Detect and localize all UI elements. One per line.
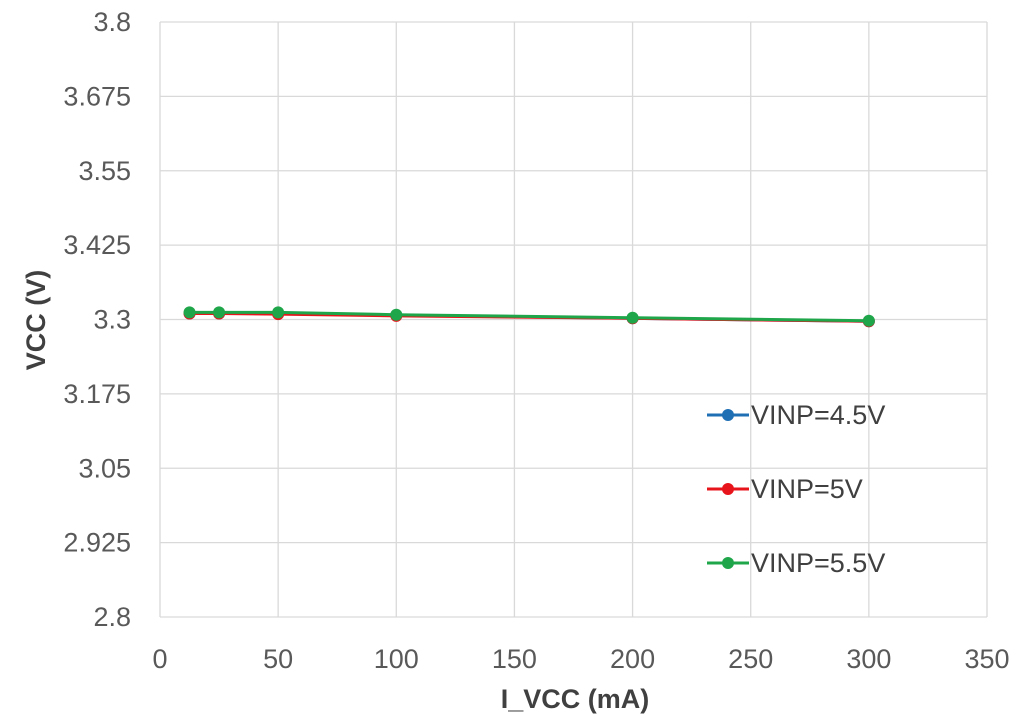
data-point <box>390 308 403 321</box>
legend-label: VINP=5.5V <box>751 548 885 578</box>
data-point <box>626 311 639 324</box>
x-tick-label: 300 <box>846 644 891 674</box>
y-tick-label: 3.05 <box>78 453 131 483</box>
y-tick-label: 3.425 <box>63 230 131 260</box>
y-tick-label: 3.175 <box>63 379 131 409</box>
data-point <box>183 306 196 319</box>
series-3 <box>183 306 875 327</box>
legend-entry: VINP=5V <box>707 474 863 504</box>
x-tick-label: 250 <box>728 644 773 674</box>
legend: VINP=4.5V VINP=5V VINP=5.5V <box>707 400 885 578</box>
x-tick-label: 150 <box>492 644 537 674</box>
legend-entry: VINP=4.5V <box>707 400 885 430</box>
data-point <box>272 306 285 319</box>
legend-marker <box>722 557 734 569</box>
y-axis-title: VCC (V) <box>21 270 51 371</box>
x-tick-label: 0 <box>152 644 167 674</box>
y-tick-label: 3.8 <box>93 7 131 37</box>
y-tick-labels: 2.8 2.925 3.05 3.175 3.3 3.425 3.55 3.675 3.8 <box>63 7 131 632</box>
y-tick-label: 2.8 <box>93 602 131 632</box>
y-tick-label: 3.675 <box>63 81 131 111</box>
x-tick-label: 100 <box>374 644 419 674</box>
legend-marker <box>722 409 734 421</box>
x-tick-label: 350 <box>964 644 1009 674</box>
y-tick-label: 3.55 <box>78 156 131 186</box>
y-tick-label: 2.925 <box>63 528 131 558</box>
legend-label: VINP=5V <box>751 474 863 504</box>
x-axis-title: I_VCC (mA) <box>501 684 650 714</box>
data-point <box>213 306 226 319</box>
series-group <box>183 306 875 328</box>
data-point <box>862 314 875 327</box>
legend-label: VINP=4.5V <box>751 400 885 430</box>
y-tick-label: 3.3 <box>93 305 131 335</box>
x-tick-label: 200 <box>610 644 655 674</box>
legend-entry: VINP=5.5V <box>707 548 885 578</box>
legend-marker <box>722 483 734 495</box>
x-tick-labels: 0 50 100 150 200 250 300 350 <box>152 644 1009 674</box>
x-tick-label: 50 <box>263 644 293 674</box>
